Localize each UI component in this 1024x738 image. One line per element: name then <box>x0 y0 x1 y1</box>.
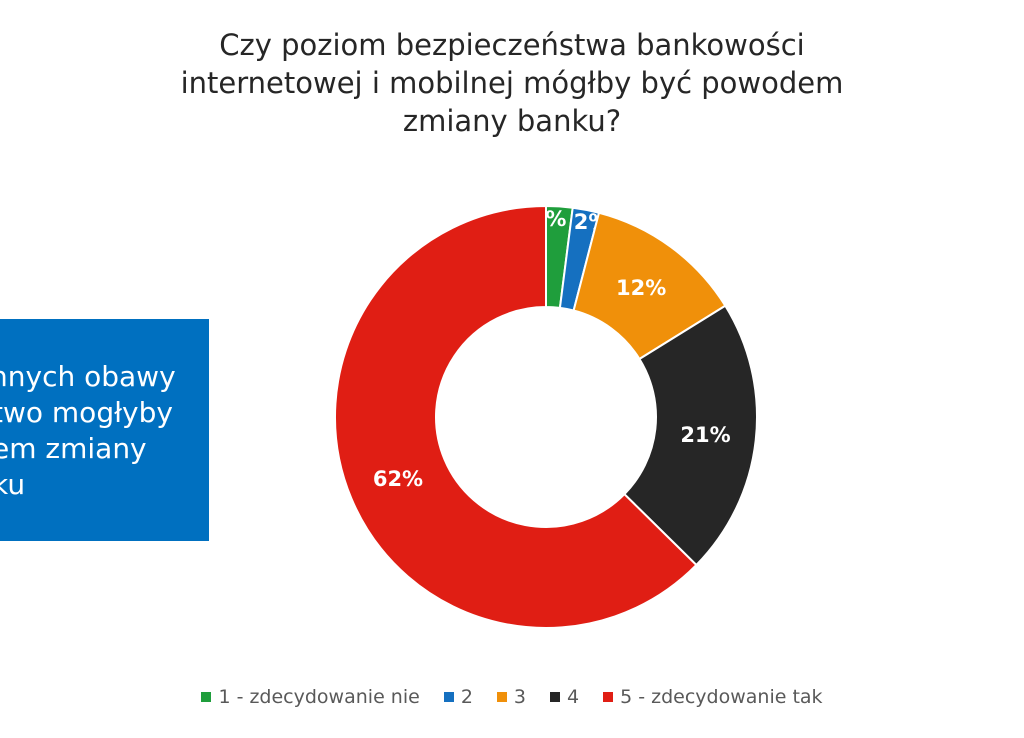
legend-swatch-4 <box>550 692 560 702</box>
chart-legend: 1 - zdecydowanie nie 2 3 4 5 - zdecydowanie … <box>0 686 1024 708</box>
donut-slice-5 <box>334 204 698 629</box>
chart-title-line-2: internetowej i mobilnej mógłby być powod… <box>180 66 844 100</box>
side-callout-box: nnych obawy two mogłyby em zmiany ku <box>0 319 209 541</box>
legend-item-5: 5 - zdecydowanie tak <box>603 686 823 708</box>
legend-label-4: 4 <box>567 686 580 708</box>
legend-swatch-3 <box>496 692 507 702</box>
side-callout-line-2: two mogłyby <box>0 396 173 429</box>
legend-swatch-2 <box>443 692 454 702</box>
legend-item-1: 1 - zdecydowanie nie <box>201 686 420 708</box>
legend-label-2: 2 <box>460 686 473 708</box>
side-callout-line-1: nnych obawy <box>0 360 176 393</box>
data-label-3: 12% <box>616 276 666 300</box>
legend-label-5: 5 - zdecydowanie tak <box>620 686 823 708</box>
side-callout-line-3: em zmiany <box>0 432 147 465</box>
chart-title-line-3: zmiany banku? <box>402 104 622 138</box>
legend-item-4: 4 <box>550 686 579 708</box>
legend-label-1: 1 - zdecydowanie nie <box>218 686 420 708</box>
side-callout-line-4: ku <box>0 468 26 501</box>
legend-item-3: 3 <box>496 686 526 708</box>
chart-title: Czy poziom bezpieczeństwa bankowości int… <box>112 26 912 140</box>
legend-item-2: 2 <box>443 686 473 708</box>
legend-swatch-5 <box>603 692 614 702</box>
legend-swatch-1 <box>201 692 212 702</box>
data-label-5: 62% <box>373 467 423 491</box>
donut-slice-4 <box>622 304 758 567</box>
data-label-4: 21% <box>680 423 730 447</box>
legend-label-3: 3 <box>513 686 526 708</box>
chart-title-line-1: Czy poziom bezpieczeństwa bankowości <box>219 28 805 62</box>
